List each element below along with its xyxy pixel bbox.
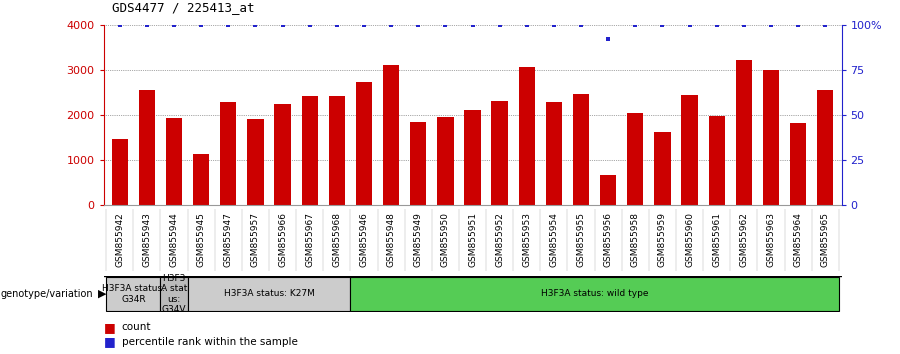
Bar (654, 132, 670, 205)
Point (736, 22, 751, 28)
Text: GSM855967: GSM855967 (305, 212, 314, 267)
Bar (763, 70, 779, 205)
Bar (410, 122, 427, 205)
Point (818, 22, 832, 28)
Bar (139, 90, 155, 205)
Text: GSM855966: GSM855966 (278, 212, 287, 267)
Bar (735, 59, 752, 205)
Text: GSM855945: GSM855945 (197, 212, 206, 267)
Bar (383, 65, 400, 205)
Bar (274, 104, 291, 205)
Point (302, 22, 317, 28)
Point (519, 22, 534, 28)
Text: GSM855954: GSM855954 (549, 212, 558, 267)
Text: GSM855953: GSM855953 (522, 212, 531, 267)
Text: GSM855959: GSM855959 (658, 212, 667, 267)
Bar (518, 67, 535, 205)
Point (546, 22, 561, 28)
Text: GSM855942: GSM855942 (115, 212, 124, 267)
Point (791, 22, 806, 28)
Bar (248, 119, 264, 205)
Bar (545, 102, 562, 205)
Text: percentile rank within the sample: percentile rank within the sample (122, 337, 297, 347)
Text: H3F3A status:
G34R: H3F3A status: G34R (102, 284, 165, 303)
Point (655, 22, 670, 28)
Text: ■: ■ (104, 321, 115, 334)
Bar (328, 96, 345, 205)
Bar (817, 90, 833, 205)
Bar (193, 154, 210, 205)
Text: GSM855963: GSM855963 (767, 212, 776, 267)
Text: GSM855950: GSM855950 (441, 212, 450, 267)
Text: GDS4477 / 225413_at: GDS4477 / 225413_at (112, 1, 255, 14)
Text: GSM855952: GSM855952 (495, 212, 504, 267)
Bar (627, 113, 644, 205)
Text: ▶: ▶ (98, 289, 106, 299)
Bar (437, 117, 454, 205)
Text: H3F3A status: K27M: H3F3A status: K27M (223, 289, 314, 298)
Text: GSM855951: GSM855951 (468, 212, 477, 267)
Text: GSM855955: GSM855955 (577, 212, 586, 267)
Point (709, 22, 724, 28)
Bar (220, 102, 237, 205)
Point (411, 22, 426, 28)
Bar (491, 101, 508, 205)
Text: GSM855944: GSM855944 (169, 212, 178, 267)
Bar (600, 175, 617, 205)
Point (248, 22, 263, 28)
Point (356, 22, 371, 28)
Point (140, 22, 154, 28)
Text: GSM855946: GSM855946 (359, 212, 368, 267)
Point (438, 22, 453, 28)
Point (221, 22, 236, 28)
Bar (681, 95, 698, 205)
Bar (112, 138, 128, 205)
Point (384, 22, 399, 28)
Bar (350, 277, 839, 311)
Point (764, 22, 778, 28)
Point (682, 22, 697, 28)
Text: GSM855965: GSM855965 (821, 212, 830, 267)
Text: GSM855949: GSM855949 (414, 212, 423, 267)
Point (465, 22, 480, 28)
Point (329, 22, 344, 28)
Point (166, 22, 181, 28)
Point (194, 22, 209, 28)
Text: H3F3A status: wild type: H3F3A status: wild type (541, 289, 648, 298)
Text: H3F3
A stat
us:
G34V: H3F3 A stat us: G34V (161, 274, 187, 314)
Bar (166, 118, 182, 205)
Bar (160, 277, 187, 311)
Bar (790, 123, 806, 205)
Text: ■: ■ (104, 335, 115, 348)
Point (574, 22, 589, 28)
Text: GSM855957: GSM855957 (251, 212, 260, 267)
Text: GSM855960: GSM855960 (685, 212, 694, 267)
Point (112, 22, 127, 28)
Point (275, 22, 290, 28)
Bar (187, 277, 350, 311)
Text: GSM855947: GSM855947 (224, 212, 233, 267)
Text: GSM855943: GSM855943 (142, 212, 151, 267)
Bar (708, 115, 725, 205)
Text: GSM855956: GSM855956 (604, 212, 613, 267)
Text: GSM855968: GSM855968 (332, 212, 341, 267)
Point (492, 22, 507, 28)
Point (628, 22, 643, 28)
Bar (106, 277, 160, 311)
Text: GSM855958: GSM855958 (631, 212, 640, 267)
Text: GSM855964: GSM855964 (794, 212, 803, 267)
Bar (573, 94, 590, 205)
Text: GSM855962: GSM855962 (739, 212, 748, 267)
Text: GSM855948: GSM855948 (387, 212, 396, 267)
Point (601, 36, 616, 42)
Text: GSM855961: GSM855961 (712, 212, 721, 267)
Bar (302, 96, 318, 205)
Bar (464, 110, 481, 205)
Bar (356, 82, 372, 205)
Text: count: count (122, 322, 151, 332)
Text: genotype/variation: genotype/variation (1, 289, 94, 299)
